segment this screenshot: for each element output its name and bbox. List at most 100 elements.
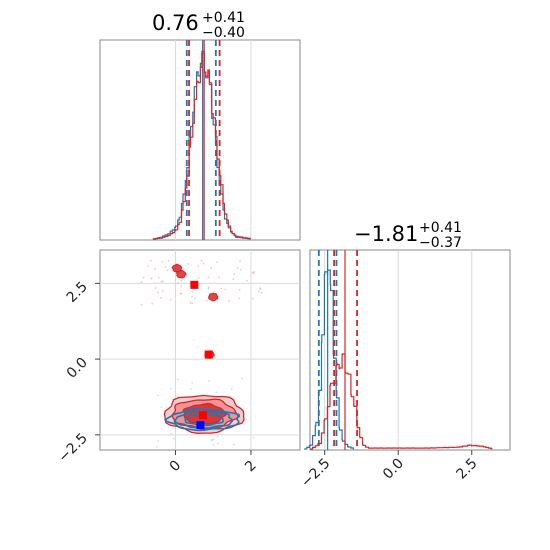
title-minus: −0.37 <box>419 235 462 251</box>
histogram-step <box>310 353 493 450</box>
sample-point <box>207 286 210 289</box>
sample-point <box>191 290 194 293</box>
sample-point <box>238 289 241 291</box>
sample-point <box>232 278 235 281</box>
sample-point <box>200 259 203 262</box>
sample-point <box>216 442 219 445</box>
sample-point <box>238 297 241 300</box>
sample-point <box>197 276 200 279</box>
sample-point <box>142 276 145 279</box>
sample-point <box>259 287 261 289</box>
sample-point <box>162 280 165 283</box>
histogram-step <box>304 269 355 450</box>
sample-point <box>179 292 182 295</box>
sample-point <box>205 299 208 302</box>
sample-point <box>215 391 218 394</box>
x-tick-labels: −2.5 0.0 2.5 <box>298 450 481 491</box>
sample-point <box>239 260 241 263</box>
sample-point <box>253 271 256 273</box>
sample-point <box>161 260 163 263</box>
sample-point <box>151 302 154 305</box>
sample-point <box>210 439 213 442</box>
sample-point <box>166 269 169 272</box>
sample-point <box>160 280 163 283</box>
histograms <box>304 250 493 450</box>
best-fit-marker <box>199 411 208 420</box>
title-plus: +0.41 <box>419 220 462 236</box>
y-tick-label: 2.5 <box>64 279 91 306</box>
sample-point <box>180 279 183 282</box>
sample-point <box>190 387 192 390</box>
grid <box>324 250 473 450</box>
sample-point <box>189 301 192 304</box>
sample-point <box>140 303 143 306</box>
sample-point <box>252 272 255 275</box>
histogram-step <box>152 50 251 240</box>
mode-marker <box>190 280 199 289</box>
sample-point <box>176 378 179 381</box>
sample-point <box>219 432 221 435</box>
sample-point <box>169 298 172 301</box>
sample-point <box>216 261 219 264</box>
histogram-step <box>152 52 251 240</box>
sample-point <box>164 266 167 269</box>
sample-point <box>157 439 159 442</box>
contour-island <box>208 292 219 302</box>
title-plus: +0.41 <box>202 10 245 26</box>
sample-point <box>170 432 173 435</box>
sample-point <box>246 279 248 282</box>
sample-point <box>233 273 236 275</box>
sample-point <box>202 262 205 265</box>
sample-point <box>140 281 143 284</box>
x-tick-label: 2 <box>242 458 260 476</box>
sample-point <box>160 297 162 299</box>
histograms <box>152 40 251 240</box>
sample-point <box>252 436 255 439</box>
sample-point <box>218 276 221 279</box>
grid <box>174 40 252 240</box>
sample-point <box>257 290 260 293</box>
sample-point <box>260 291 263 294</box>
sample-point <box>150 277 153 280</box>
x-tick-label: −2.5 <box>298 456 333 491</box>
sample-point <box>227 300 230 302</box>
sample-point <box>167 260 170 262</box>
y-tick-labels: −2.5 0.0 2.5 <box>55 279 100 466</box>
sample-point <box>154 268 157 271</box>
sample-point <box>177 281 179 284</box>
title-value: −1.81 <box>354 222 418 246</box>
y-tick-label: 0.0 <box>64 355 91 382</box>
mode-marker <box>204 350 213 359</box>
sample-point <box>220 287 223 290</box>
sample-point <box>239 268 242 271</box>
sample-point <box>208 380 210 382</box>
sample-point <box>212 290 215 293</box>
sample-point <box>180 292 183 295</box>
sample-point <box>187 263 190 265</box>
x-tick-label: 2.5 <box>454 456 481 483</box>
sample-point <box>160 406 163 408</box>
sample-point <box>191 381 194 384</box>
contours <box>140 259 263 448</box>
sample-point <box>191 302 194 305</box>
panel-frame <box>99 249 301 451</box>
sample-point <box>259 288 262 290</box>
sample-point <box>251 297 254 300</box>
panel-param2-marginal: −1.81 +0.41 −0.37 −2.5 0.0 2.5 <box>298 220 511 491</box>
y-tick-label: −2.5 <box>55 430 90 465</box>
sample-point <box>230 388 233 391</box>
sample-point <box>155 446 158 448</box>
sample-point <box>224 288 227 291</box>
sample-point <box>154 287 157 289</box>
sample-point <box>210 267 212 270</box>
contour-level <box>184 413 224 427</box>
sample-point <box>157 291 159 294</box>
sample-point <box>157 276 160 279</box>
sample-point <box>241 377 243 380</box>
sample-point <box>232 443 235 446</box>
x-tick-label: 0.0 <box>380 456 407 483</box>
sample-point <box>251 271 254 274</box>
